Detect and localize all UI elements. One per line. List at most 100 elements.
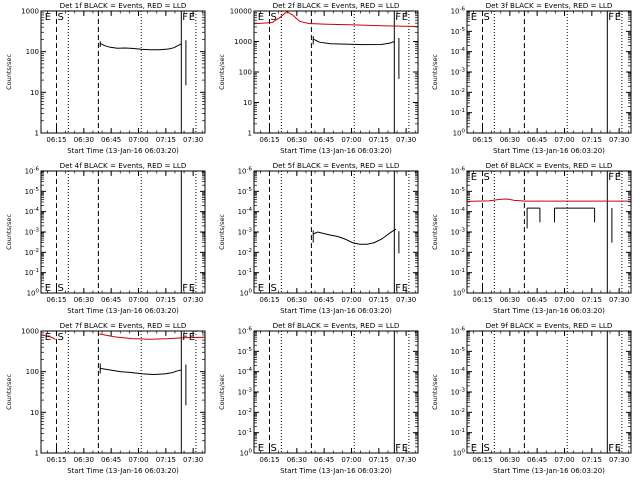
interval-marker-e: E	[45, 332, 51, 343]
interval-marker-f: F	[608, 12, 614, 23]
interval-marker-s: S	[270, 443, 276, 454]
x-tick-label: 06:15	[472, 456, 492, 464]
interval-marker-e: E	[402, 443, 408, 454]
interval-marker-e: E	[45, 283, 51, 294]
x-tick-label: 06:15	[46, 296, 66, 304]
x-axis-label: Start Time (13-Jan-16 06:03:20)	[67, 307, 179, 315]
y-axis-label: Counts/sec	[431, 54, 439, 90]
x-tick-label: 07:30	[183, 136, 203, 144]
y-tick-label: 10-3	[451, 388, 466, 397]
y-tick-label: 100	[26, 368, 39, 376]
x-tick-label: 06:30	[287, 296, 307, 304]
x-tick-label: 07:15	[369, 296, 389, 304]
y-tick-label: 10-2	[238, 408, 252, 417]
y-tick-label: 10-6	[238, 327, 253, 336]
x-axis-label: Start Time (13-Jan-16 06:03:20)	[493, 467, 605, 475]
x-tick-label: 07:00	[554, 136, 574, 144]
interval-marker-s: S	[483, 172, 489, 183]
x-tick-label: 06:15	[46, 136, 66, 144]
y-tick-label: 10-4	[238, 367, 253, 376]
x-tick-label: 07:00	[128, 296, 148, 304]
x-tick-label: 06:15	[46, 456, 66, 464]
chart-panel-9: Det 9f BLACK = Events, RED = LLD Counts/s…	[431, 321, 632, 475]
y-tick-label: 1000	[234, 38, 252, 46]
y-tick-label: 10	[30, 89, 39, 97]
lld-series-line	[99, 333, 206, 340]
y-tick-label: 10-5	[451, 347, 466, 356]
y-tick-label: 10-4	[451, 367, 466, 376]
y-tick-label: 100	[240, 449, 253, 458]
x-tick-label: 07:00	[128, 136, 148, 144]
y-tick-label: 100	[239, 69, 252, 77]
y-tick-label: 10	[30, 409, 39, 417]
y-tick-label: 100	[240, 289, 253, 298]
chart-panel-1: Det 1f BLACK = Events, RED = LLD Counts/s…	[5, 1, 206, 155]
y-tick-label: 100	[453, 449, 466, 458]
interval-marker-f: F	[608, 172, 614, 183]
x-tick-label: 06:30	[287, 456, 307, 464]
interval-marker-e: E	[402, 12, 408, 23]
x-tick-label: 06:15	[472, 136, 492, 144]
x-tick-label: 06:30	[287, 136, 307, 144]
x-tick-label: 07:15	[369, 136, 389, 144]
x-tick-label: 07:30	[396, 136, 416, 144]
y-tick-label: 10-1	[451, 268, 465, 277]
x-axis-label: Start Time (13-Jan-16 06:03:20)	[280, 147, 392, 155]
chart-panel-7: Det 7f BLACK = Events, RED = LLD Counts/s…	[5, 321, 206, 475]
y-axis-label: Counts/sec	[431, 214, 439, 250]
y-tick-label: 1000	[21, 328, 39, 336]
y-tick-label: 10-6	[238, 167, 253, 176]
x-tick-label: 06:30	[74, 296, 94, 304]
chart-title: Det 8f BLACK = Events, RED = LLD	[273, 321, 400, 330]
chart-title: Det 2f BLACK = Events, RED = LLD	[273, 1, 400, 10]
plot-frame	[253, 170, 419, 294]
y-tick-label: 10-5	[238, 187, 253, 196]
x-tick-label: 07:15	[156, 136, 176, 144]
interval-marker-e: E	[189, 332, 195, 343]
y-axis-label: Counts/sec	[218, 214, 226, 250]
y-tick-label: 10-2	[25, 248, 39, 257]
interval-marker-e: E	[471, 443, 477, 454]
y-tick-label: 10-2	[451, 88, 465, 97]
y-axis-label: Counts/sec	[218, 374, 226, 410]
x-tick-label: 07:30	[396, 456, 416, 464]
y-axis-label: Counts/sec	[218, 54, 226, 90]
chart-title: Det 6f BLACK = Events, RED = LLD	[486, 161, 613, 170]
x-tick-label: 06:15	[259, 296, 279, 304]
y-tick-label: 100	[27, 289, 40, 298]
y-tick-label: 10-1	[238, 428, 252, 437]
y-tick-label: 10-2	[451, 408, 465, 417]
interval-marker-e: E	[189, 12, 195, 23]
x-tick-label: 07:15	[156, 456, 176, 464]
interval-marker-f: F	[395, 12, 401, 23]
interval-marker-f: F	[182, 12, 188, 23]
x-tick-label: 07:30	[609, 456, 629, 464]
x-tick-label: 07:30	[609, 136, 629, 144]
events-series-line	[100, 367, 182, 376]
y-tick-label: 10-3	[451, 68, 466, 77]
x-tick-label: 06:45	[527, 136, 547, 144]
x-axis-label: Start Time (13-Jan-16 06:03:20)	[493, 307, 605, 315]
y-tick-label: 1	[35, 450, 39, 458]
x-tick-label: 06:30	[74, 136, 94, 144]
y-tick-label: 1	[35, 130, 39, 138]
x-axis-label: Start Time (13-Jan-16 06:03:20)	[67, 467, 179, 475]
chart-title: Det 4f BLACK = Events, RED = LLD	[60, 161, 187, 170]
interval-marker-e: E	[615, 443, 621, 454]
x-axis-label: Start Time (13-Jan-16 06:03:20)	[67, 147, 179, 155]
y-tick-label: 10-3	[238, 228, 253, 237]
y-axis-label: Counts/sec	[431, 374, 439, 410]
chart-title: Det 5f BLACK = Events, RED = LLD	[273, 161, 400, 170]
y-tick-label: 10-1	[25, 268, 39, 277]
interval-marker-f: F	[395, 443, 401, 454]
y-axis-label: Counts/sec	[5, 214, 13, 250]
x-tick-label: 07:00	[128, 456, 148, 464]
interval-marker-e: E	[258, 443, 264, 454]
y-tick-label: 10-3	[25, 228, 40, 237]
x-axis-label: Start Time (13-Jan-16 06:03:20)	[280, 467, 392, 475]
events-series-line	[312, 38, 395, 46]
x-tick-label: 06:30	[500, 136, 520, 144]
x-tick-label: 06:45	[527, 456, 547, 464]
interval-marker-s: S	[57, 12, 63, 23]
